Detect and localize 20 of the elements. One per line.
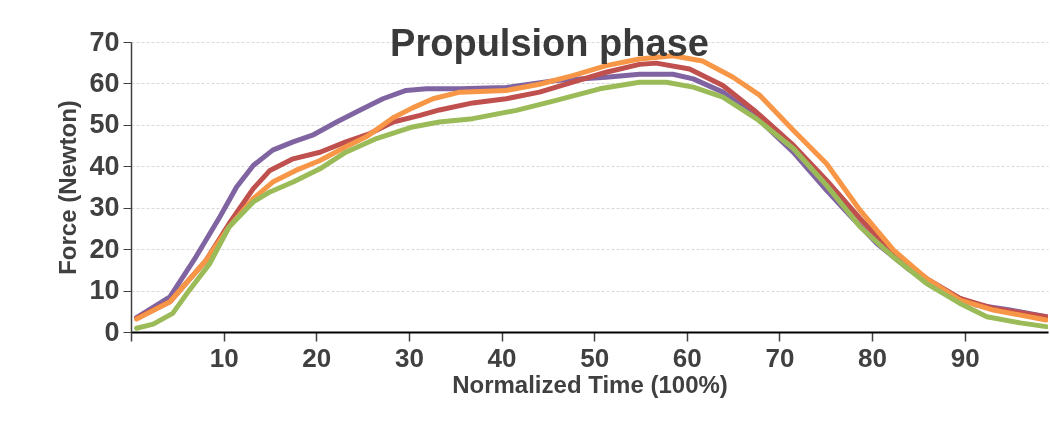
- x-tick-label: 70: [765, 342, 795, 373]
- x-tick-label: 50: [580, 342, 610, 373]
- y-tick-label: 70: [89, 26, 120, 57]
- x-tick-label: 40: [487, 342, 517, 373]
- x-tick-label: 90: [950, 342, 980, 373]
- y-tick-label: 0: [104, 316, 120, 347]
- y-tick-label: 40: [89, 150, 120, 181]
- x-tick-label: 10: [209, 342, 239, 373]
- x-tick-label: 20: [302, 342, 332, 373]
- x-axis-title: Normalized Time (100%): [452, 370, 728, 398]
- x-tick-label: 80: [858, 342, 887, 373]
- x-tick-label: 30: [394, 342, 424, 373]
- y-tick-label: 20: [89, 233, 120, 264]
- y-tick-label: 60: [89, 67, 120, 98]
- y-axis-title: Force (Newton): [54, 100, 82, 275]
- y-tick-label: 50: [89, 109, 120, 140]
- y-tick-label: 30: [89, 192, 120, 223]
- y-tick-label: 10: [89, 275, 120, 306]
- x-tick-label: 60: [672, 342, 702, 373]
- chart-title: Propulsion phase: [390, 22, 709, 64]
